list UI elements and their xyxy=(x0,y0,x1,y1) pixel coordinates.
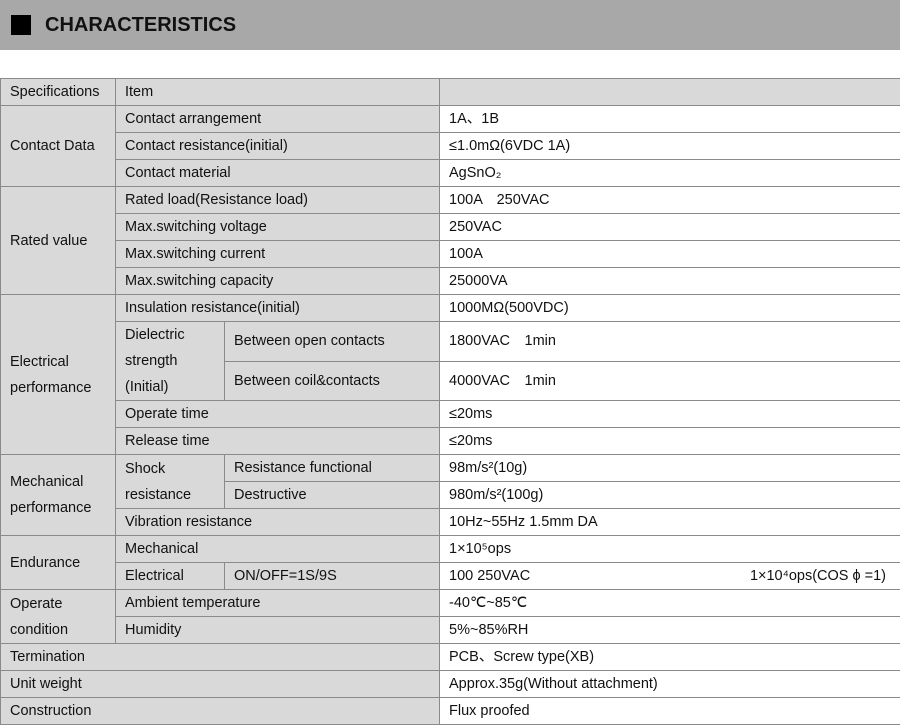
item-value: 1000MΩ(500VDC) xyxy=(440,295,900,322)
item-label: Unit weight xyxy=(1,671,440,698)
item-value: Approx.35g(Without attachment) xyxy=(440,671,900,698)
item-value: 980m/s²(100g) xyxy=(440,482,900,509)
item-label: Max.switching current xyxy=(116,241,440,268)
item-value: PCB、Screw type(XB) xyxy=(440,644,900,671)
item-label: Max.switching capacity xyxy=(116,268,440,295)
item-value: 5%~85%RH xyxy=(440,617,900,644)
group-label: Rated value xyxy=(1,187,116,295)
item-value: 4000VAC 1min xyxy=(440,361,900,401)
item-label: Rated load(Resistance load) xyxy=(116,187,440,214)
header-value xyxy=(440,79,900,106)
item-label: Contact material xyxy=(116,160,440,187)
item-label: Electrical xyxy=(116,563,225,590)
group-label: Electrical performance xyxy=(1,295,116,455)
item-value: 1A、1B xyxy=(440,106,900,133)
item-label: Between open contacts xyxy=(225,322,440,362)
load-value: 100 250VAC xyxy=(449,563,530,589)
item-value: AgSnO₂ xyxy=(440,160,900,187)
table-row: Dielectric strength (Initial)Between ope… xyxy=(1,322,900,362)
item-label: Operate time xyxy=(116,401,440,428)
item-label: Termination xyxy=(1,644,440,671)
item-label: Release time xyxy=(116,428,440,455)
item-value: 100A 250VAC xyxy=(440,187,900,214)
item-value: Flux proofed xyxy=(440,698,900,725)
item-value: 25000VA xyxy=(440,268,900,295)
item-value: 1800VAC 1min xyxy=(440,322,900,362)
item-label: Max.switching voltage xyxy=(116,214,440,241)
item-label: Resistance functional xyxy=(225,455,440,482)
item-condition: ON/OFF=1S/9S xyxy=(225,563,440,590)
group-label: Mechanical performance xyxy=(1,455,116,536)
subgroup-label: Dielectric strength (Initial) xyxy=(116,322,225,401)
item-label: Humidity xyxy=(116,617,440,644)
section-banner: CHARACTERISTICS xyxy=(0,0,900,50)
section-title: CHARACTERISTICS xyxy=(45,14,236,37)
item-value: ≤1.0mΩ(6VDC 1A) xyxy=(440,133,900,160)
item-value: -40℃~85℃ xyxy=(440,590,900,617)
item-value: 100 250VAC 1×10⁴ops(COS ϕ =1) xyxy=(440,563,900,590)
item-label: Construction xyxy=(1,698,440,725)
group-label: Operate condition xyxy=(1,590,116,644)
square-bullet-icon xyxy=(11,15,31,35)
life-value: 1×10⁴ops(COS ϕ =1) xyxy=(750,563,886,589)
item-value: 98m/s²(10g) xyxy=(440,455,900,482)
group-label: Endurance xyxy=(1,536,116,590)
item-value: 100A xyxy=(440,241,900,268)
item-label: Destructive xyxy=(225,482,440,509)
subgroup-label: Shock resistance xyxy=(116,455,225,509)
item-value: 10Hz~55Hz 1.5mm DA xyxy=(440,509,900,536)
table-row: Release time≤20ms xyxy=(1,428,900,455)
item-value: 250VAC xyxy=(440,214,900,241)
table-row: Contact resistance(initial)≤1.0mΩ(6VDC 1… xyxy=(1,133,900,160)
item-value: ≤20ms xyxy=(440,401,900,428)
item-value: ≤20ms xyxy=(440,428,900,455)
item-value: 1×10⁵ops xyxy=(440,536,900,563)
group-label: Contact Data xyxy=(1,106,116,187)
item-label: Contact arrangement xyxy=(116,106,440,133)
item-label: Contact resistance(initial) xyxy=(116,133,440,160)
item-label: Insulation resistance(initial) xyxy=(116,295,440,322)
item-label: Ambient temperature xyxy=(116,590,440,617)
item-label: Mechanical xyxy=(116,536,440,563)
item-label: Between coil&contacts xyxy=(225,361,440,401)
header-item: Item xyxy=(116,79,440,106)
header-spec: Specifications xyxy=(1,79,116,106)
item-label: Vibration resistance xyxy=(116,509,440,536)
table-row: Operate time≤20ms xyxy=(1,401,900,428)
